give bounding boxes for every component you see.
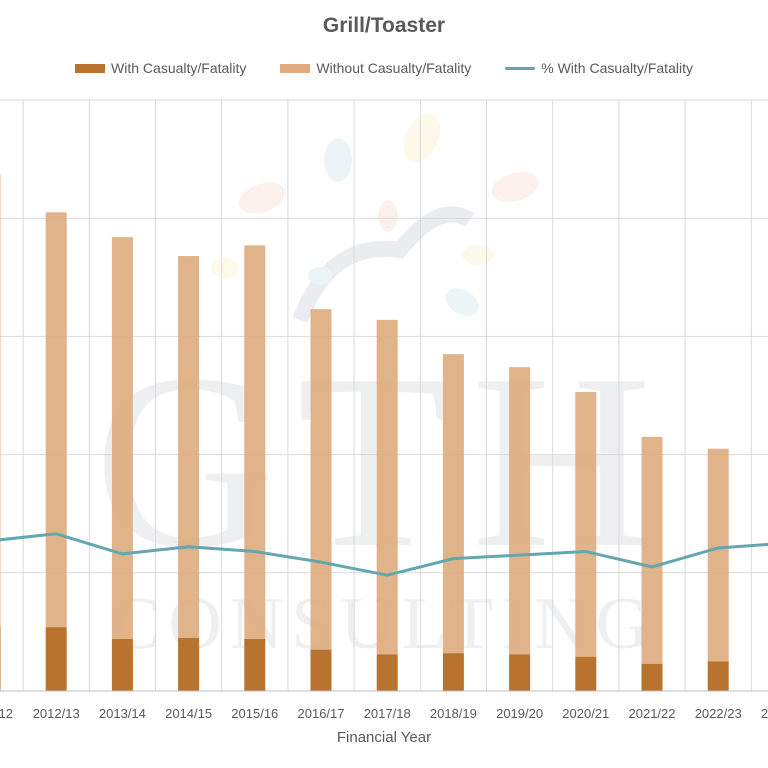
legend-swatch-percent-line — [505, 66, 536, 70]
bar-without-casualty — [310, 309, 332, 650]
legend-swatch-without-casualty — [280, 63, 311, 73]
bar-without-casualty — [641, 436, 663, 664]
legend-label-percent-with-casualty: % With Casualty/Fatality — [541, 60, 693, 76]
x-tick-label: 2014/15 — [165, 706, 212, 721]
legend-item-without-casualty[interactable]: Without Casualty/Fatality — [280, 60, 471, 76]
bar-with-casualty — [707, 661, 729, 691]
legend-item-with-casualty[interactable]: With Casualty/Fatality — [75, 60, 246, 76]
bar-with-casualty — [442, 653, 464, 691]
legend-label-without-casualty: Without Casualty/Fatality — [316, 60, 472, 76]
bar-with-casualty — [310, 649, 332, 691]
bar-without-casualty — [111, 237, 133, 639]
legend-label-with-casualty: With Casualty/Fatality — [111, 60, 247, 76]
x-tick-label: 2020/21 — [562, 706, 609, 721]
x-tick-label: 2021/22 — [629, 706, 676, 721]
bar-without-casualty — [178, 256, 200, 638]
x-tick-label: 2013/14 — [99, 706, 146, 721]
legend-swatch-with-casualty — [75, 63, 106, 73]
bar-without-casualty — [244, 245, 266, 639]
legend: With Casualty/Fatality Without Casualty/… — [0, 60, 768, 76]
bar-with-casualty — [0, 625, 1, 691]
bar-with-casualty — [244, 638, 266, 691]
bar-with-casualty — [641, 663, 663, 691]
x-tick-label: 2015/16 — [231, 706, 278, 721]
x-tick-label: 2023/24 — [761, 706, 768, 721]
bar-without-casualty — [0, 174, 1, 626]
bar-with-casualty — [509, 654, 531, 691]
bar-with-casualty — [376, 654, 398, 691]
legend-item-percent-with-casualty[interactable]: % With Casualty/Fatality — [505, 60, 693, 76]
chart-title: Grill/Toaster — [322, 14, 446, 37]
x-tick-label: 2018/19 — [430, 706, 477, 721]
x-tick-label: 2012/13 — [33, 706, 80, 721]
x-tick-label: 2019/20 — [496, 706, 543, 721]
x-tick-label: 2022/23 — [695, 706, 742, 721]
bar-without-casualty — [575, 391, 597, 657]
bar-with-casualty — [45, 627, 67, 691]
bar-with-casualty — [111, 638, 133, 691]
bar-with-casualty — [575, 656, 597, 691]
bar-without-casualty — [442, 354, 464, 654]
x-tick-label: 2011/12 — [0, 706, 13, 721]
x-tick-label: 2017/18 — [364, 706, 411, 721]
bar-without-casualty — [509, 367, 531, 655]
bar-without-casualty — [45, 212, 67, 628]
x-axis-title: Financial Year — [336, 729, 432, 746]
bar-with-casualty — [178, 637, 200, 691]
x-tick-label: 2016/17 — [298, 706, 345, 721]
bar-without-casualty — [707, 448, 729, 662]
bar-without-casualty — [376, 319, 398, 655]
